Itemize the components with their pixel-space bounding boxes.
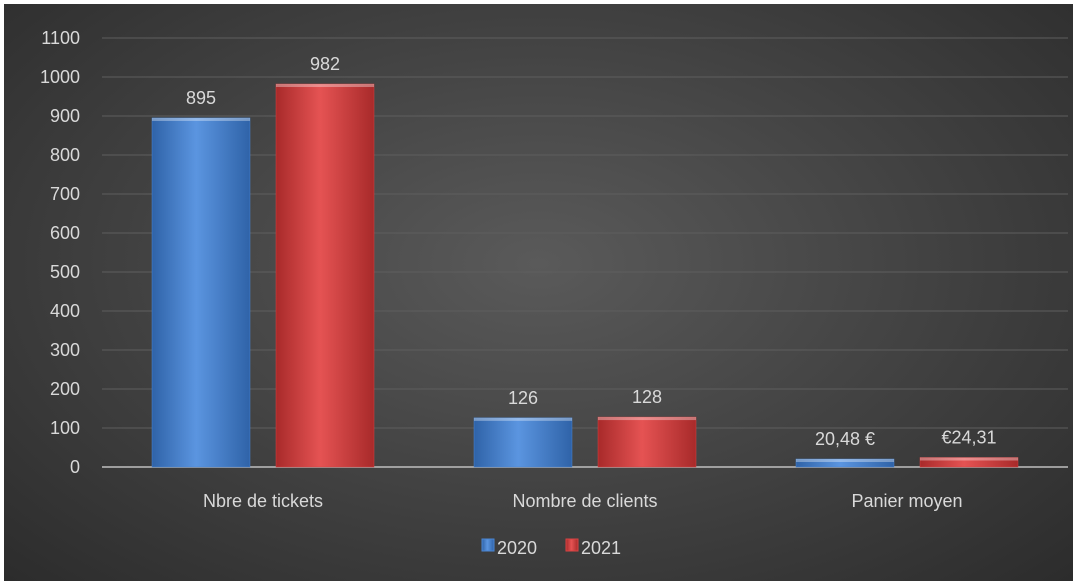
y-tick-label: 500: [50, 262, 80, 282]
bar-chart: 0 100 200 300 400 500 600 700 800 900 1000 1100 895 9…: [40, 28, 1068, 558]
bar-highlight: [276, 84, 374, 88]
data-label-2021-0: 982: [310, 54, 340, 74]
x-category-label: Nombre de clients: [512, 491, 657, 511]
chart-area: 0 100 200 300 400 500 600 700 800 900 1000 1100 895 9…: [4, 4, 1073, 581]
y-tick-label: 0: [70, 457, 80, 477]
x-category-label: Nbre de tickets: [203, 491, 323, 511]
data-label-2020-2: 20,48 €: [815, 429, 875, 449]
data-label-2021-1: 128: [632, 387, 662, 407]
legend-swatch-2020: [481, 538, 495, 552]
legend-swatch-2021: [565, 538, 579, 552]
bar-highlight: [796, 459, 894, 463]
bar-2021-1: [597, 416, 697, 468]
bar-highlight: [598, 417, 696, 421]
y-tick-label: 900: [50, 106, 80, 126]
bar-2021-2: [919, 457, 1019, 468]
data-label-2020-1: 126: [508, 388, 538, 408]
y-tick-label: 800: [50, 145, 80, 165]
y-tick-label: 600: [50, 223, 80, 243]
bar-highlight: [152, 117, 250, 121]
data-label-2020-0: 895: [186, 88, 216, 108]
data-label-2021-2: €24,31: [941, 428, 996, 448]
y-tick-label: 400: [50, 301, 80, 321]
bar-highlight: [920, 457, 1018, 461]
legend-label-2020: 2020: [497, 538, 537, 558]
bar-2020-2: [795, 458, 895, 468]
y-tick-label: 1000: [40, 67, 80, 87]
y-tick-label: 700: [50, 184, 80, 204]
y-tick-label: 100: [50, 418, 80, 438]
bar-2021-0: [275, 83, 375, 468]
bar-highlight: [474, 417, 572, 421]
bar-2020-0: [151, 117, 251, 468]
y-tick-label: 200: [50, 379, 80, 399]
bar-2020-1: [473, 417, 573, 468]
y-tick-label: 1100: [41, 28, 80, 48]
x-category-label: Panier moyen: [851, 491, 962, 511]
y-tick-label: 300: [50, 340, 80, 360]
legend-label-2021: 2021: [581, 538, 621, 558]
